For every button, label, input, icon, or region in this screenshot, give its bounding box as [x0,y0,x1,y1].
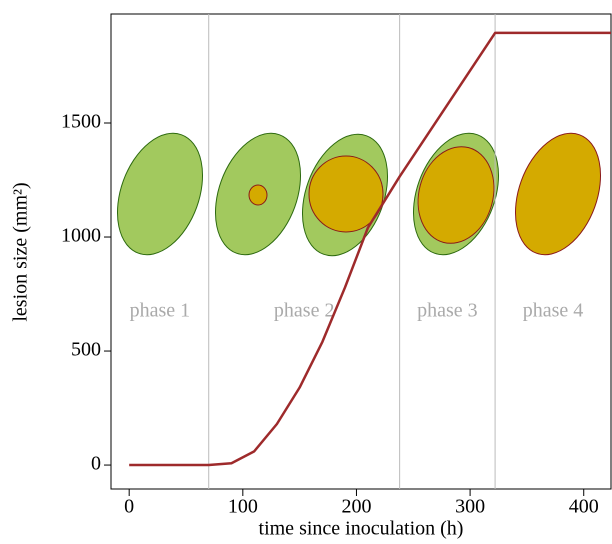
phase-label: phase 3 [417,300,478,322]
x-tick-label: 100 [228,496,258,518]
illustrations [102,121,612,267]
x-tick-label: 400 [569,496,599,518]
x-tick-label: 0 [124,496,134,518]
phase-label: phase 4 [523,300,584,322]
phase-label: phase 2 [274,300,335,322]
x-tick-label: 200 [341,496,371,518]
leaf [102,121,218,266]
y-tick-label: 1000 [61,225,101,247]
y-tick-label: 0 [91,453,101,475]
lesion [249,185,267,205]
y-tick-label: 500 [71,339,101,361]
phase-label: phase 1 [130,300,191,322]
y-tick-label: 1500 [61,111,101,133]
lesion [500,121,612,266]
y-axis-label: lesion size (mm²) [10,182,32,321]
x-tick-label: 300 [455,496,485,518]
x-axis-label: time since inoculation (h) [259,518,464,540]
chart: time since inoculation (h) lesion size (… [0,0,612,544]
